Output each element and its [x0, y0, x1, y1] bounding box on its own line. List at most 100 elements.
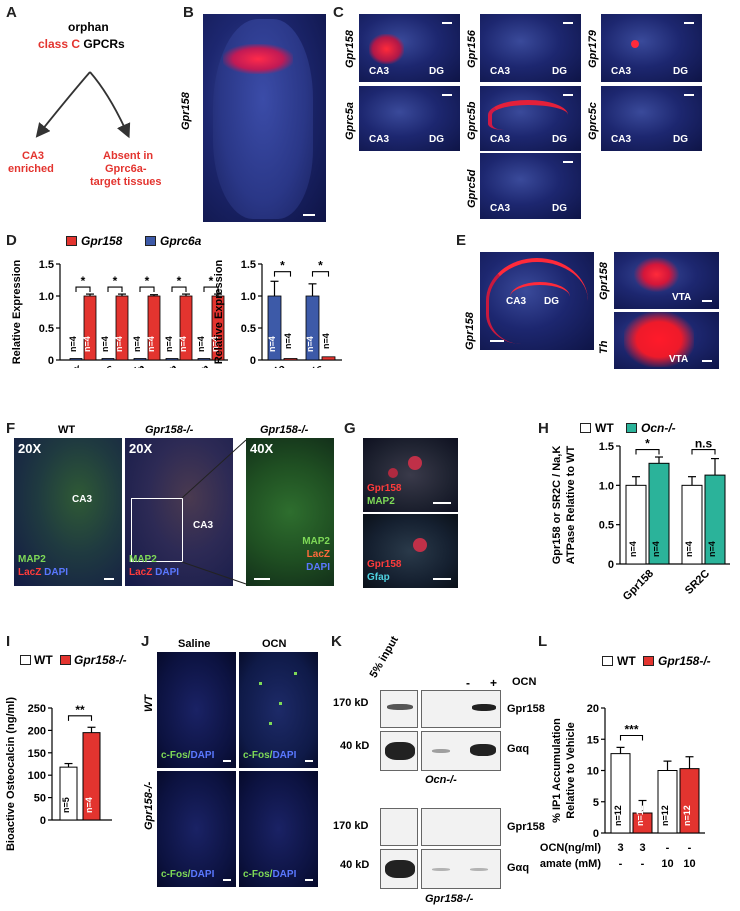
diagram-target: target tissues [90, 176, 162, 188]
chart-h: Gpr158 or SR2C / Na,K ATPase Relative to … [551, 437, 730, 603]
d-left-n-label: n=4 [114, 336, 124, 352]
i-y-tick-label: 200 [28, 725, 46, 737]
d-left-y-label: Relative Expression [11, 259, 23, 364]
d-left-sig-label: * [177, 274, 182, 288]
l-legend-ko: Gpr158-/- [658, 654, 711, 668]
k-ocn-label: OCN [512, 676, 537, 688]
k-170kd-top: 170 kD [333, 697, 369, 709]
panel-letter-a: A [6, 4, 17, 21]
e-gene-label: Gpr158 [464, 312, 476, 350]
f-zoom-lines [181, 439, 247, 585]
l-legend-swatch-ko [643, 656, 654, 666]
l-y-tick-label: 5 [593, 797, 599, 809]
panel-b-sagittal-image [203, 14, 326, 222]
h-y-tick-label: 0.5 [599, 520, 614, 532]
i-y-label: Bioactive Osteocalcin (ng/ml) [5, 697, 17, 851]
k-170kd-bottom: 170 kD [333, 820, 369, 832]
c-image-gpr179: CA3 DG [601, 14, 702, 82]
l-n-label: n=12 [635, 805, 645, 826]
panel-b-gene-label: Gpr158 [180, 92, 192, 130]
d-left-n-label: n=4 [100, 336, 110, 352]
i-legend-ko: Gpr158-/- [74, 653, 127, 667]
f-zoom-box [131, 498, 183, 562]
h-y-label-1: Gpr158 or SR2C / Na,K [551, 446, 563, 565]
l-ocn-value: - [666, 842, 670, 854]
l-legend-wt: WT [617, 654, 636, 668]
e-vta-th-image: VTA [614, 312, 719, 369]
k-plus: + [490, 676, 498, 690]
k-gaq-label-top: Gαq [507, 743, 530, 755]
h-bar-wt [681, 484, 703, 565]
chart-d-right: Relative Expression00.51.01.5n=4n=4*Musc… [213, 259, 342, 368]
j-col-saline: Saline [178, 638, 211, 650]
diagram-enriched: enriched [8, 163, 54, 175]
j-row-ko: Gpr158-/- [143, 781, 155, 830]
i-y-tick-label: 0 [40, 815, 46, 827]
h-legend-swatch-wt [580, 423, 591, 433]
d-legend-swatch-gprc6a [145, 236, 156, 246]
d-left-y-tick-label: 1.5 [39, 259, 54, 271]
diagram-arrows [35, 71, 131, 139]
h-sig-label: n.s [695, 437, 713, 451]
k-blot-input-gaq-top [380, 731, 418, 771]
c-image-gpr158: CA3 DG [359, 14, 460, 82]
l-ocn-value: 3 [639, 842, 645, 854]
l-y-label-1: % IP1 Accumulation [551, 718, 563, 823]
l-y-tick-label: 15 [587, 734, 599, 746]
k-sub-ko: Gpr158-/- [425, 893, 474, 905]
d-right-n-label: n=4 [283, 333, 293, 349]
k-blot-input-gaq-bottom [380, 849, 418, 889]
c-gene-gpr158: Gpr158 [344, 30, 356, 68]
panel-letter-c: C [333, 4, 344, 21]
e-gene2-label: Gpr158 [598, 262, 610, 300]
h-legend-wt: WT [595, 421, 614, 435]
d-left-bar-gprc6a [101, 358, 115, 361]
h-sig-bracket [691, 448, 716, 455]
d-left-n-label: n=4 [82, 336, 92, 352]
k-sub-ocn: Ocn-/- [425, 774, 457, 786]
e-vta-gpr158-image: VTA [614, 252, 719, 309]
d-left-y-tick-label: 1.0 [39, 291, 54, 303]
i-y-tick-label: 100 [28, 770, 46, 782]
f-image-ko: 20X CA3 MAP2 LacZ DAPI [125, 438, 233, 586]
d-left-n-label: n=4 [146, 336, 156, 352]
h-y-tick-label: 1.5 [599, 441, 614, 453]
k-input-label: 5% input [367, 634, 401, 680]
i-sig-label: ** [75, 703, 85, 717]
f-image-wt: 20X CA3 MAP2 LacZ DAPI [14, 438, 122, 586]
d-left-n-label: n=4 [68, 336, 78, 352]
d-left-sig-bracket [171, 286, 187, 293]
d-left-y-tick-label: 0 [48, 355, 54, 367]
f-col-ko: Gpr158-/- [145, 424, 194, 436]
d-left-n-label: n=4 [132, 336, 142, 352]
h-y-tick-label: 0 [608, 559, 614, 571]
l-glu-value: 10 [683, 858, 695, 870]
d-legend-gpr158: Gpr158 [81, 234, 123, 248]
d-right-y-tick-label: 1.5 [241, 259, 256, 271]
i-legend-wt: WT [34, 653, 53, 667]
i-n-label: n=5 [61, 797, 71, 813]
d-left-sig-bracket [203, 286, 219, 293]
l-glu-value: - [641, 858, 645, 870]
c-gene-gprc5c: Gprc5c [587, 102, 599, 140]
d-right-n-label: n=4 [267, 336, 277, 352]
d-left-n-label: n=4 [178, 336, 188, 352]
chart-d-left: Relative Expression00.51.01.5n=4n=4*Cort… [11, 259, 228, 368]
c-image-gpr156: CA3 DG [480, 14, 581, 82]
c-image-gprc5b: CA3 DG [480, 86, 581, 151]
c-image-gprc5a: CA3 DG [359, 86, 460, 151]
panel-letter-g: G [344, 420, 356, 437]
l-ocn-value: - [688, 842, 692, 854]
panel-letter-h: H [538, 420, 549, 437]
h-sig-bracket [635, 448, 660, 455]
k-blot-ip-gaq-bottom [421, 849, 501, 889]
j-image-ko-saline: c-Fos/DAPI [157, 771, 236, 887]
c-gene-gpr156: Gpr156 [466, 30, 478, 68]
i-legend-swatch-ko [60, 655, 71, 665]
i-y-tick-label: 250 [28, 703, 46, 715]
k-minus: - [466, 676, 470, 690]
l-glu-value: 10 [661, 858, 673, 870]
chart-i: Bioactive Osteocalcin (ng/ml) 0 50 100 150 20… [5, 697, 112, 851]
j-image-wt-saline: c-Fos/DAPI [157, 652, 236, 768]
l-n-label: n=12 [613, 805, 623, 826]
